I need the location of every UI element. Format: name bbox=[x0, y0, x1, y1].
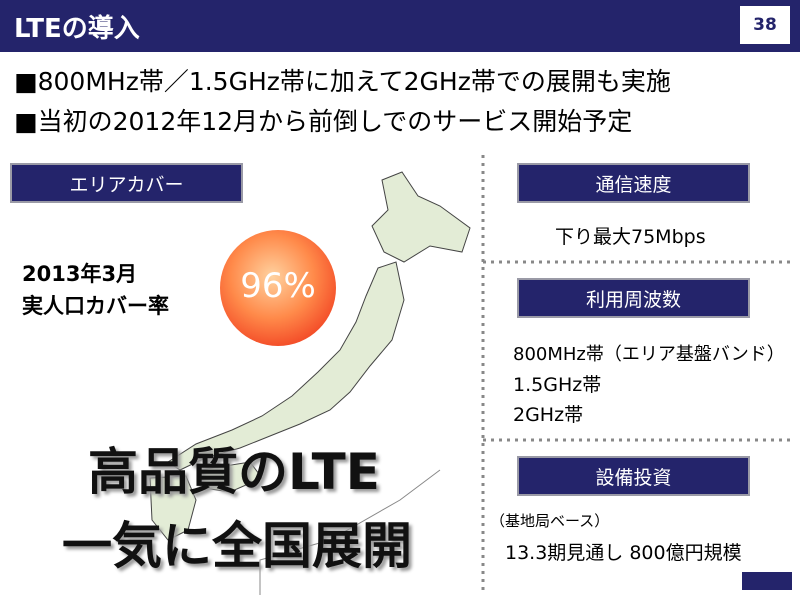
section-line: 2GHz帯 bbox=[513, 404, 584, 426]
logo bbox=[742, 572, 792, 590]
coverage-circle bbox=[220, 230, 336, 346]
section-line: 下り最大75Mbps bbox=[555, 226, 706, 248]
section-label: 利用周波数 bbox=[517, 278, 750, 318]
header-title: LTEの導入 bbox=[14, 14, 140, 44]
bullet: ■800MHz帯／1.5GHz帯に加えて2GHz帯での展開も実施 bbox=[14, 67, 671, 96]
section-line: 1.5GHz帯 bbox=[513, 374, 602, 396]
coverage-date: 2013年3月 bbox=[22, 262, 138, 286]
coverage-value: 96% bbox=[240, 266, 316, 306]
bullet: ■当初の2012年12月から前倒しでのサービス開始予定 bbox=[14, 107, 633, 136]
section-line: 800MHz帯（エリア基盤バンド） bbox=[513, 344, 785, 365]
label-box: エリアカバー bbox=[10, 163, 243, 203]
japan-map bbox=[149, 171, 471, 541]
boundary-line bbox=[259, 469, 441, 595]
section-label: 設備投資 bbox=[517, 456, 750, 496]
section-line: （基地局ベース） bbox=[490, 512, 610, 530]
slogan: 高品質のLTE bbox=[88, 443, 380, 501]
slogan: 一気に全国展開 bbox=[62, 517, 412, 575]
coverage-metric: 実人口カバー率 bbox=[22, 294, 169, 318]
section-label: 通信速度 bbox=[517, 163, 750, 203]
section-line: 13.3期見通し 800億円規模 bbox=[505, 542, 742, 564]
header-bar bbox=[0, 0, 800, 52]
page-number: 38 bbox=[740, 6, 790, 44]
